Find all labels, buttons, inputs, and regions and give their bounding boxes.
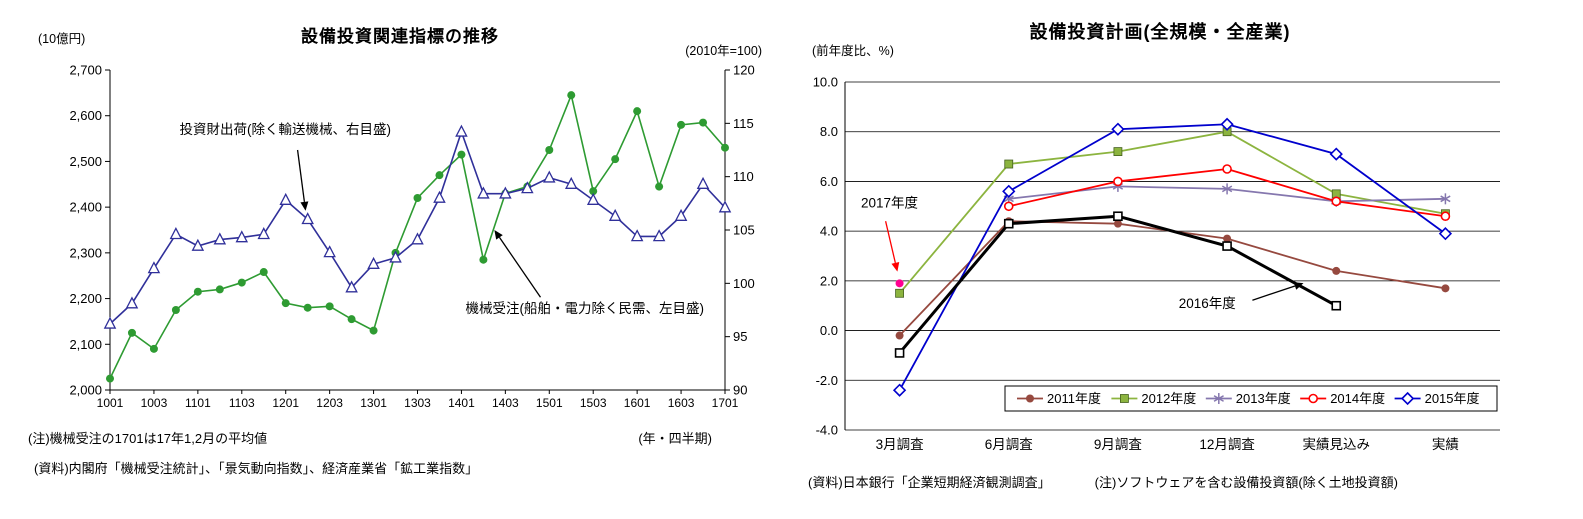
left-chart-left-axis-unit: (10億円) bbox=[38, 32, 86, 46]
right-chart-footnotes: (資料)日本銀行「企業短期経済観測調査」 (注)ソフトウェアを含む設備投資額(除… bbox=[808, 472, 1398, 491]
svg-text:6.0: 6.0 bbox=[820, 174, 838, 189]
svg-text:1701: 1701 bbox=[712, 396, 739, 410]
right-chart: -4.0 -2.0 0.0 2.0 4.0 6.0 8.0 10.0 3月調査 6月調査 9月調査 1… bbox=[813, 75, 1500, 452]
svg-text:1501: 1501 bbox=[536, 396, 563, 410]
svg-text:105: 105 bbox=[733, 223, 755, 238]
svg-text:12月調査: 12月調査 bbox=[1199, 437, 1255, 452]
svg-text:-4.0: -4.0 bbox=[816, 423, 838, 438]
svg-text:1303: 1303 bbox=[404, 396, 431, 410]
svg-text:-2.0: -2.0 bbox=[816, 373, 838, 388]
svg-text:2,100: 2,100 bbox=[69, 337, 102, 352]
svg-text:1603: 1603 bbox=[668, 396, 695, 410]
svg-text:1403: 1403 bbox=[492, 396, 519, 410]
svg-text:90: 90 bbox=[733, 383, 747, 398]
svg-text:120: 120 bbox=[733, 63, 755, 78]
svg-text:2,500: 2,500 bbox=[69, 154, 102, 169]
left-chart: 2,000 2,100 2,200 2,300 2,400 2,500 2,600 2,700… bbox=[69, 63, 755, 411]
svg-text:0.0: 0.0 bbox=[820, 323, 838, 338]
svg-text:2013年度: 2013年度 bbox=[1236, 391, 1291, 406]
svg-text:機械受注(船舶・電力除く民需、左目盛): 機械受注(船舶・電力除く民需、左目盛) bbox=[466, 301, 705, 316]
right-chart-panel: (前年度比、%) 設備投資計画(全規模・全産業) -4.0 -2.0 0.0 2.0 4… bbox=[800, 10, 1560, 515]
svg-text:2.0: 2.0 bbox=[820, 273, 838, 288]
svg-text:10.0: 10.0 bbox=[813, 75, 838, 90]
svg-text:2016年度: 2016年度 bbox=[1179, 296, 1236, 311]
svg-text:8.0: 8.0 bbox=[820, 124, 838, 139]
svg-text:2015年度: 2015年度 bbox=[1425, 391, 1480, 406]
svg-text:投資財出荷(除く輸送機械、右目盛): 投資財出荷(除く輸送機械、右目盛) bbox=[180, 122, 392, 137]
svg-text:1601: 1601 bbox=[624, 396, 651, 410]
svg-text:1201: 1201 bbox=[272, 396, 299, 410]
svg-text:1203: 1203 bbox=[316, 396, 343, 410]
svg-text:1001: 1001 bbox=[97, 396, 124, 410]
svg-text:2,600: 2,600 bbox=[69, 108, 102, 123]
svg-text:2014年度: 2014年度 bbox=[1330, 391, 1385, 406]
svg-text:1103: 1103 bbox=[229, 396, 255, 410]
svg-text:1003: 1003 bbox=[141, 396, 168, 410]
svg-text:4.0: 4.0 bbox=[820, 224, 838, 239]
svg-text:2,700: 2,700 bbox=[69, 63, 102, 78]
svg-text:95: 95 bbox=[733, 329, 747, 344]
right-chart-title: 設備投資計画(全規模・全産業) bbox=[1029, 22, 1291, 42]
left-chart-source: (資料)内閣府「機械受注統計」、「景気動向指数」、経済産業省「鉱工業指数」 bbox=[34, 461, 479, 476]
svg-text:実績見込み: 実績見込み bbox=[1303, 437, 1371, 452]
svg-text:6月調査: 6月調査 bbox=[985, 437, 1034, 452]
svg-text:1101: 1101 bbox=[185, 396, 211, 410]
left-chart-title: 設備投資関連指標の推移 bbox=[301, 27, 499, 46]
right-chart-note: (注)ソフトウェアを含む設備投資額(除く土地投資額) bbox=[1094, 475, 1398, 490]
svg-text:2017年度: 2017年度 bbox=[861, 195, 918, 210]
svg-text:3月調査: 3月調査 bbox=[876, 437, 925, 452]
right-chart-y-axis-unit: (前年度比、%) bbox=[812, 44, 894, 58]
svg-text:1401: 1401 bbox=[448, 396, 475, 410]
svg-text:9月調査: 9月調査 bbox=[1094, 437, 1143, 452]
svg-text:1503: 1503 bbox=[580, 396, 607, 410]
svg-text:2,400: 2,400 bbox=[69, 200, 102, 215]
svg-text:115: 115 bbox=[733, 116, 754, 131]
left-chart-x-axis-unit: (年・四半期) bbox=[638, 431, 712, 446]
svg-text:100: 100 bbox=[733, 276, 755, 291]
svg-text:1301: 1301 bbox=[360, 396, 387, 410]
left-chart-panel: (10億円) 設備投資関連指標の推移 (2010年=100) 2,000 2,10… bbox=[20, 10, 780, 515]
svg-text:2,300: 2,300 bbox=[69, 245, 102, 260]
svg-text:2012年度: 2012年度 bbox=[1141, 391, 1196, 406]
svg-text:110: 110 bbox=[733, 169, 754, 184]
svg-text:2011年度: 2011年度 bbox=[1047, 391, 1101, 406]
svg-text:2,200: 2,200 bbox=[69, 291, 102, 306]
left-chart-note: (注)機械受注の1701は17年1,2月の平均値 bbox=[28, 431, 268, 446]
right-chart-source: (資料)日本銀行「企業短期経済観測調査」 bbox=[808, 475, 1051, 490]
svg-text:実績: 実績 bbox=[1432, 437, 1459, 452]
left-chart-right-axis-unit: (2010年=100) bbox=[685, 44, 762, 58]
svg-text:2,000: 2,000 bbox=[69, 383, 102, 398]
